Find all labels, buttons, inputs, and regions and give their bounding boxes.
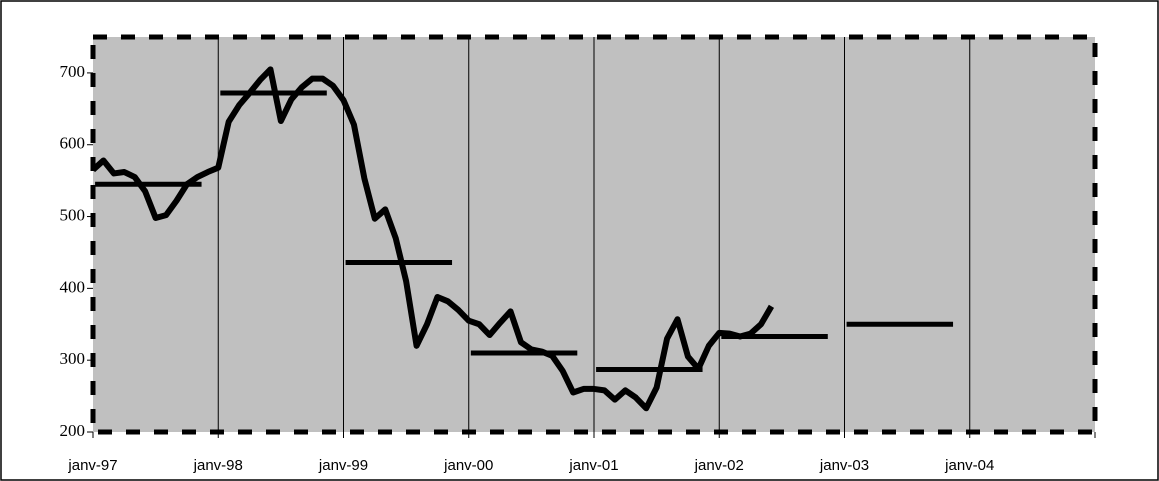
x-tick-label: janv-01 xyxy=(568,457,618,474)
y-tick-label: 400 xyxy=(60,277,86,296)
x-tick-label: janv-02 xyxy=(694,457,744,474)
x-tick-label: janv-03 xyxy=(819,457,869,474)
x-tick-label: janv-04 xyxy=(944,457,994,474)
x-tick-label: janv-97 xyxy=(67,457,117,474)
y-tick-label: 300 xyxy=(60,349,86,368)
x-tick-label: janv-00 xyxy=(443,457,493,474)
y-tick-label: 700 xyxy=(60,62,86,81)
y-tick-label: 500 xyxy=(60,205,86,224)
y-tick-label: 600 xyxy=(60,134,86,153)
line-series xyxy=(91,66,775,412)
y-tick-label: 200 xyxy=(60,421,86,440)
x-tick-label: janv-98 xyxy=(193,457,243,474)
x-tick-label: janv-99 xyxy=(318,457,368,474)
